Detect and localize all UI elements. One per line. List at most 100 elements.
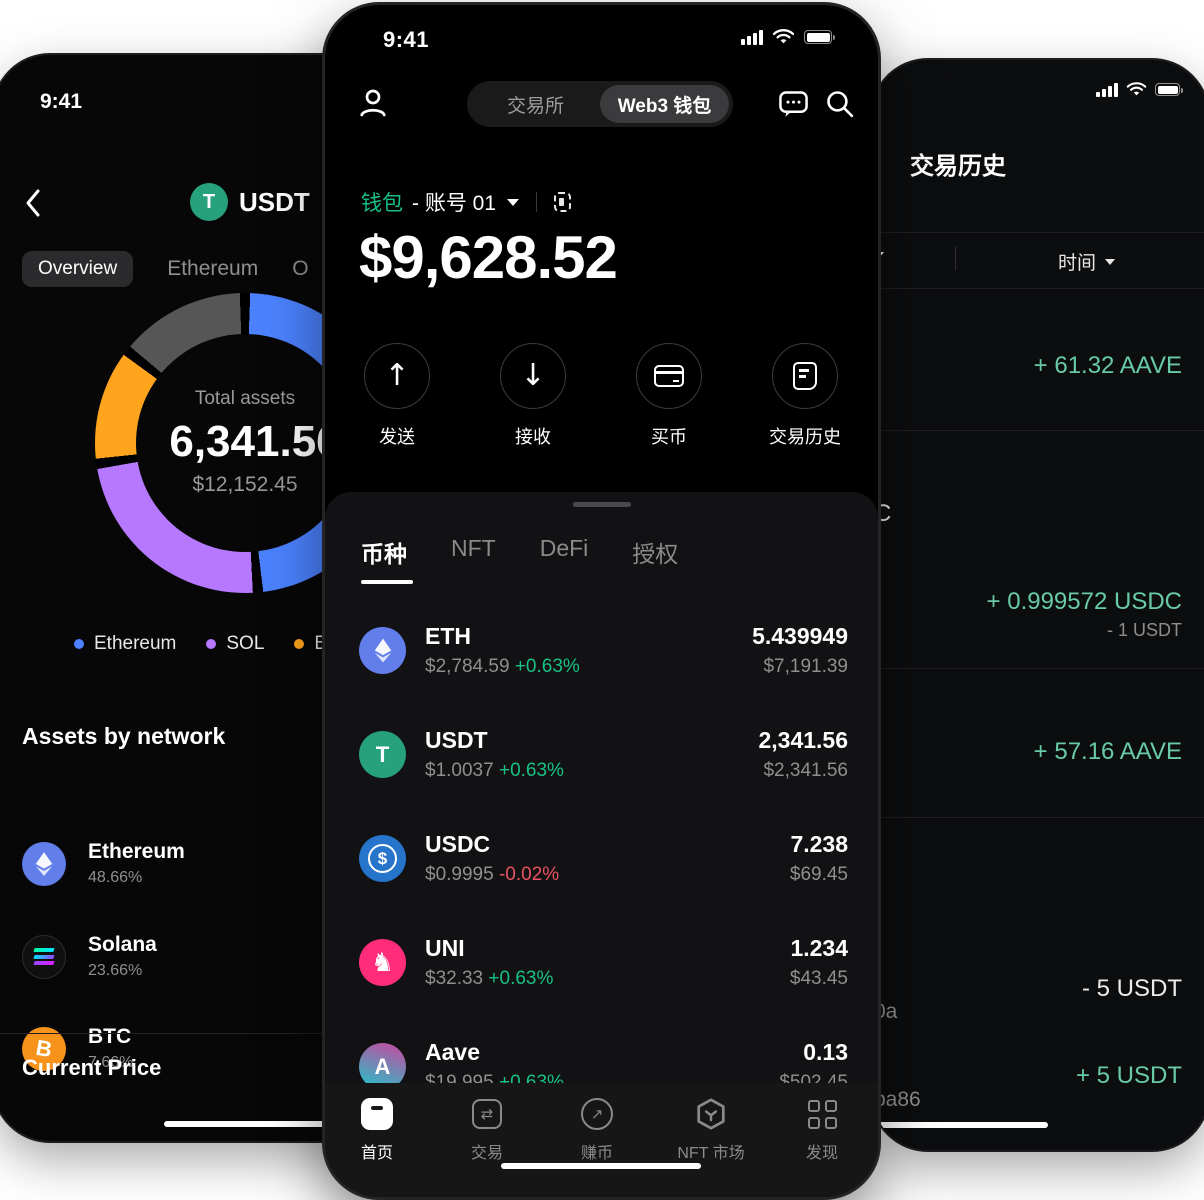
token-price-change: $32.33 +0.63%: [425, 968, 554, 989]
home-indicator: [874, 1122, 1048, 1128]
legend-item-ethereum: Ethereum: [74, 633, 176, 655]
tab-approvals[interactable]: 授权: [632, 541, 679, 567]
nav-nft-market[interactable]: NFT 市场: [661, 1097, 761, 1163]
token-row-usdc[interactable]: $ USDC $0.9995 -0.02% 7.238 $69.45: [325, 809, 878, 913]
divider: [872, 668, 1204, 669]
donut-legend: Ethereum SOL BTC: [74, 633, 352, 655]
action-label: 发送: [379, 427, 415, 447]
receive-button[interactable]: ↓ 接收: [473, 343, 593, 449]
search-icon[interactable]: [823, 87, 856, 120]
token-price-change: $0.9995 -0.02%: [425, 864, 560, 885]
chat-icon[interactable]: [777, 87, 810, 120]
tx-left-fragment: 0a: [874, 1000, 898, 1023]
tx-amount[interactable]: + 0.999572 USDC: [986, 588, 1182, 615]
divider: [872, 430, 1204, 431]
network-row-solana[interactable]: Solana 23.66%: [22, 933, 157, 980]
time-filter-label: 时间: [1058, 253, 1097, 274]
legend-dot-blue: [74, 639, 84, 649]
home-icon: [361, 1098, 393, 1130]
tab-truncated[interactable]: O: [292, 257, 309, 280]
eth-icon: [359, 627, 406, 674]
tab-ethereum[interactable]: Ethereum: [167, 257, 259, 280]
tx-amount[interactable]: - 5 USDT: [1081, 975, 1182, 1002]
network-pct: 48.66%: [88, 869, 143, 886]
status-time: 9:41: [40, 90, 83, 113]
discover-icon: [807, 1099, 837, 1129]
divider: [872, 232, 1204, 233]
tab-defi[interactable]: DeFi: [539, 535, 589, 561]
right-phone: 交易历史 时间 + 61.32 AAVE ) C + 0.999572 USDC…: [872, 60, 1204, 1150]
send-button[interactable]: ↑ 发送: [337, 343, 457, 449]
tx-amount[interactable]: + 61.32 AAVE: [1033, 352, 1182, 379]
network-row-ethereum[interactable]: Ethereum 48.66%: [22, 840, 185, 887]
nav-label: 发现: [805, 1145, 838, 1162]
tether-icon: T: [190, 183, 228, 221]
status-icons: [741, 29, 835, 45]
legend-label: SOL: [226, 633, 265, 654]
tx-amount[interactable]: + 5 USDT: [1075, 1062, 1182, 1089]
hidden-filter-caret-icon[interactable]: [872, 252, 884, 259]
segment-web3-wallet[interactable]: Web3 钱包: [600, 85, 729, 123]
token-symbol: UNI: [425, 935, 465, 961]
current-price-label: Current Price: [22, 1055, 162, 1080]
battery-icon: [1155, 83, 1183, 96]
nft-market-icon: [697, 1098, 725, 1130]
nav-label: 交易: [470, 1145, 503, 1162]
token-amount: 2,341.56: [758, 727, 848, 753]
tab-coins[interactable]: 币种: [361, 541, 407, 567]
tab-overview[interactable]: Overview: [22, 251, 134, 287]
assets-sheet: [325, 492, 878, 1197]
coin-title: T USDT: [190, 183, 310, 221]
coin-title-label: USDT: [239, 186, 310, 217]
legend-item-sol: SOL: [206, 633, 264, 655]
history-button[interactable]: 交易历史: [745, 343, 865, 449]
token-amount: 0.13: [803, 1039, 848, 1065]
token-price-change: $1.0037 +0.63%: [425, 760, 564, 781]
token-row-usdt[interactable]: T USDT $1.0037 +0.63% 2,341.56 $2,341.56: [325, 705, 878, 809]
wallet-account-row[interactable]: 钱包 - 账号 01: [361, 187, 572, 217]
back-icon[interactable]: [24, 187, 42, 219]
legend-label: Ethereum: [94, 633, 177, 654]
divider: [872, 288, 1204, 289]
action-label: 买币: [651, 427, 687, 447]
donut-center-usd: $12,152.45: [192, 473, 298, 496]
sheet-drag-handle[interactable]: [573, 502, 631, 507]
left-tabs: Overview Ethereum O: [22, 251, 309, 287]
token-symbol: USDC: [425, 831, 491, 857]
profile-icon[interactable]: [355, 85, 391, 121]
status-time: 9:41: [383, 27, 430, 52]
ethereum-icon: [22, 841, 66, 886]
buy-crypto-button[interactable]: 买币: [609, 343, 729, 449]
token-amount: 5.439949: [752, 623, 848, 649]
time-filter[interactable]: 时间: [1058, 248, 1116, 275]
tab-nft[interactable]: NFT: [451, 535, 496, 561]
network-pct: 23.66%: [88, 962, 143, 979]
nav-home[interactable]: 首页: [327, 1097, 427, 1163]
account-label: - 账号 01: [412, 192, 497, 215]
nav-discover[interactable]: 发现: [772, 1097, 872, 1163]
tx-sub-amount: - 1 USDT: [1106, 620, 1182, 640]
token-value: $69.45: [789, 864, 848, 885]
token-value: $7,191.39: [763, 656, 848, 677]
token-value: $2,341.56: [763, 760, 848, 781]
trade-icon: ⇄: [472, 1099, 502, 1129]
segment-exchange[interactable]: 交易所: [506, 95, 564, 117]
signal-icon: [741, 29, 763, 45]
wifi-icon: [772, 29, 795, 44]
document-icon: [793, 362, 817, 390]
nav-trade[interactable]: ⇄ 交易: [437, 1097, 537, 1163]
solana-icon: [22, 934, 66, 979]
donut-center-label: Total assets: [194, 388, 296, 409]
battery-icon: [804, 30, 835, 44]
token-row-eth[interactable]: ETH $2,784.59 +0.63% 5.439949 $7,191.39: [325, 601, 878, 705]
nav-earn[interactable]: ↗ 赚币: [547, 1097, 647, 1163]
tx-amount[interactable]: + 57.16 AAVE: [1033, 738, 1182, 765]
signal-icon: [1096, 82, 1118, 97]
total-balance: $9,628.52: [359, 224, 618, 291]
aave-icon: A: [359, 1043, 406, 1090]
bottom-nav: 首页 ⇄ 交易 ↗ 赚币 NFT 市场 发: [325, 1083, 878, 1197]
earn-icon: ↗: [581, 1098, 613, 1130]
token-row-uni[interactable]: ♞ UNI $32.33 +0.63% 1.234 $43.45: [325, 913, 878, 1017]
history-title: 交易历史: [910, 153, 1006, 180]
copy-address-icon[interactable]: [554, 192, 572, 212]
